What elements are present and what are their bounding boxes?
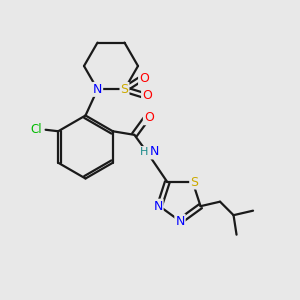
Text: N: N	[153, 200, 163, 213]
Text: O: O	[142, 89, 152, 102]
Text: S: S	[121, 83, 128, 96]
Text: Cl: Cl	[31, 123, 42, 136]
Text: O: O	[139, 72, 149, 86]
Text: O: O	[144, 111, 154, 124]
Text: N: N	[150, 146, 159, 158]
Text: N: N	[175, 214, 185, 228]
Text: H: H	[140, 147, 148, 157]
Text: S: S	[190, 176, 198, 188]
Text: N: N	[93, 83, 102, 96]
